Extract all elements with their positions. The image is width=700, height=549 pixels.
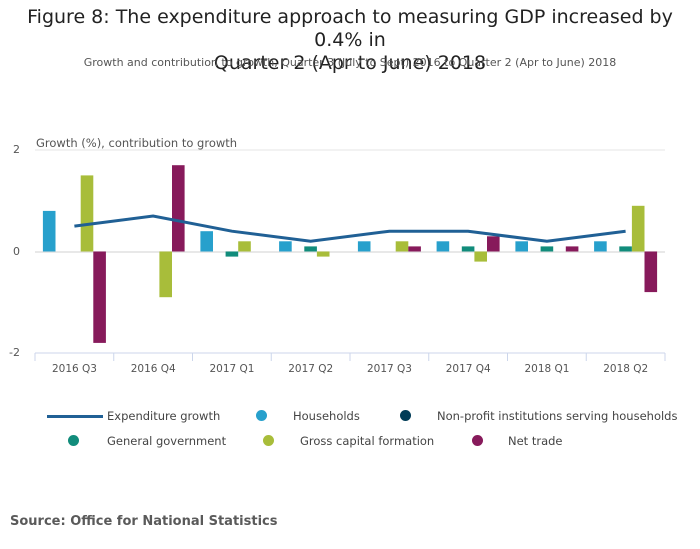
bar-households[interactable]: [594, 241, 607, 252]
bar-net-trade[interactable]: [93, 251, 106, 343]
bar-households[interactable]: [357, 241, 371, 252]
chart-title-line-2: Quarter 2 (Apr to June) 2018: [213, 52, 487, 74]
bar-net-trade[interactable]: [172, 165, 185, 252]
bar-gross-capital-formation[interactable]: [474, 251, 487, 262]
legend-dot-icon: [400, 410, 411, 421]
line-expenditure-growth[interactable]: [74, 214, 626, 243]
legend-dot-icon: [472, 435, 483, 446]
bar-households[interactable]: [515, 241, 528, 252]
legend-dot-icon: [68, 435, 79, 446]
x-tick-label: 2017 Q1: [209, 363, 255, 375]
bar-gross-capital-formation[interactable]: [316, 251, 330, 257]
bar-households[interactable]: [42, 210, 56, 252]
bar-net-trade[interactable]: [408, 246, 421, 252]
bar-net-trade[interactable]: [644, 251, 658, 293]
chart-subtitle: Growth and contribution to growth, Quart…: [83, 56, 617, 69]
legend-dot-icon: [263, 435, 274, 446]
bar-general-government[interactable]: [540, 246, 554, 252]
source-note: Source: Office for National Statistics: [10, 514, 278, 529]
bar-households[interactable]: [436, 241, 450, 252]
x-tick-label: 2018 Q2: [603, 363, 649, 375]
legend-dot-icon: [256, 410, 267, 421]
x-tick-label: 2017 Q4: [445, 363, 491, 375]
bar-gross-capital-formation[interactable]: [80, 175, 94, 252]
x-tick-label: 2017 Q3: [366, 363, 412, 375]
legend-item-label[interactable]: Households: [293, 409, 360, 423]
legend-item-label[interactable]: Non-profit institutions serving househol…: [437, 409, 678, 423]
legend-item-label[interactable]: Gross capital formation: [300, 434, 435, 448]
bar-gross-capital-formation[interactable]: [238, 241, 251, 252]
bar-general-government[interactable]: [304, 246, 317, 252]
x-tick-label: 2017 Q2: [288, 363, 334, 375]
chart-title: Figure 8: The expenditure approach to me…: [0, 6, 700, 75]
bar-gross-capital-formation[interactable]: [159, 251, 172, 298]
legend-item-label[interactable]: Expenditure growth: [107, 409, 221, 423]
y-tick-label: 0: [13, 245, 20, 258]
chart-title-line-1: Figure 8: The expenditure approach to me…: [27, 6, 673, 51]
bar-general-government[interactable]: [461, 246, 475, 252]
x-tick-label: 2016 Q3: [51, 363, 97, 375]
legend-line-icon: [47, 415, 103, 418]
bar-gross-capital-formation[interactable]: [395, 241, 409, 252]
y-tick-label: 2: [13, 143, 20, 156]
legend-item-label[interactable]: General government: [107, 434, 227, 448]
bar-general-government[interactable]: [225, 251, 239, 257]
bar-net-trade[interactable]: [487, 236, 500, 252]
y-tick-label: -2: [9, 346, 20, 359]
x-tick-label: 2018 Q1: [524, 363, 570, 375]
x-tick-label: 2016 Q4: [130, 363, 176, 375]
y-axis-label: Growth (%), contribution to growth: [36, 136, 238, 150]
bar-general-government[interactable]: [619, 246, 632, 252]
bar-gross-capital-formation[interactable]: [631, 205, 645, 252]
legend-item-label[interactable]: Net trade: [508, 434, 563, 448]
bar-net-trade[interactable]: [565, 246, 579, 252]
bar-households[interactable]: [200, 231, 213, 252]
bar-households[interactable]: [279, 241, 292, 252]
